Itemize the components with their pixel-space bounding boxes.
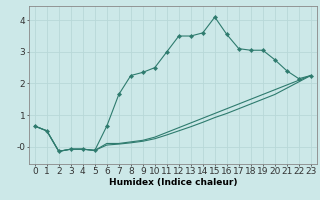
X-axis label: Humidex (Indice chaleur): Humidex (Indice chaleur) [108,178,237,187]
